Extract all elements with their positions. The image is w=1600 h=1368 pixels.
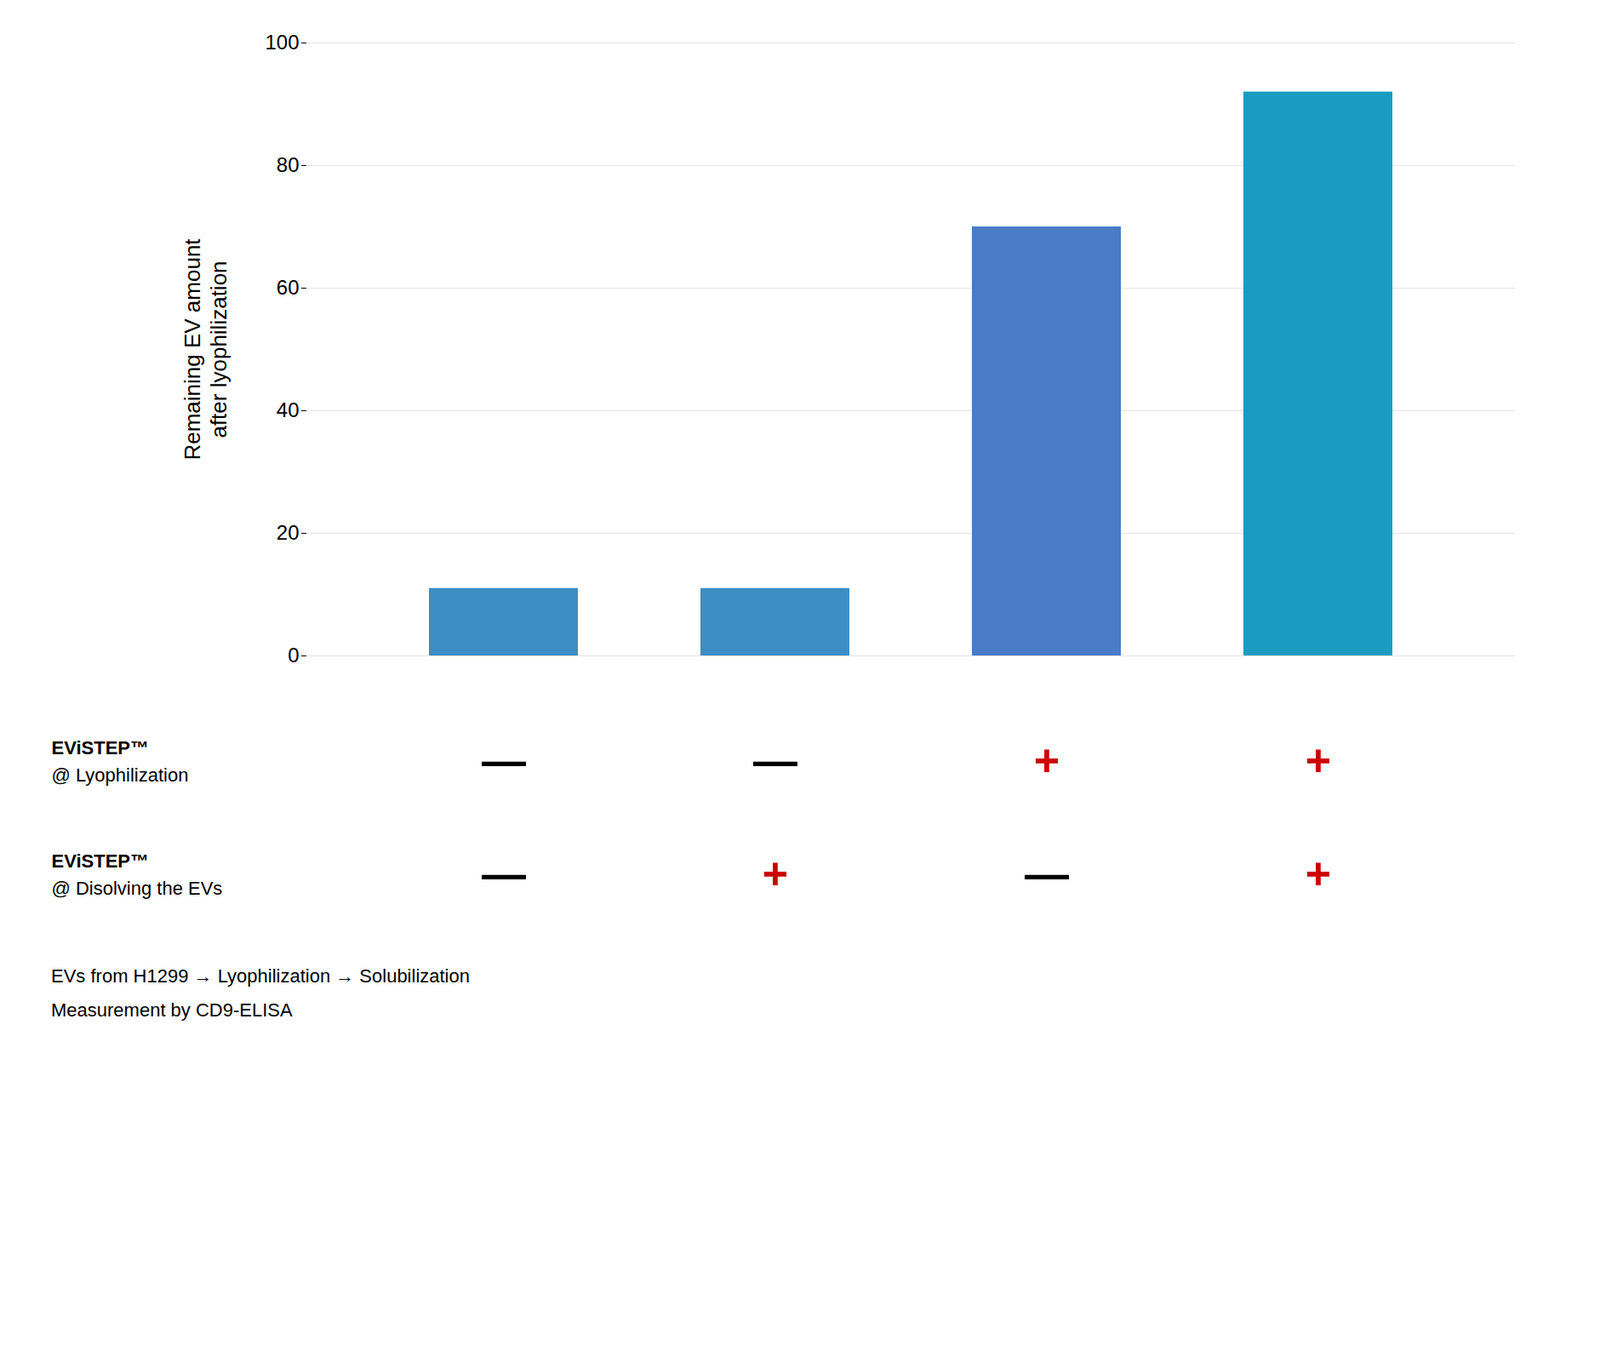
svg-text:EViSTEP™: EViSTEP™	[51, 737, 150, 759]
svg-text:+: +	[762, 848, 789, 898]
html-text:Measurement by CD9-ELISA: Measurement by CD9-ELISA	[51, 999, 293, 1021]
svg-text:—: —	[481, 848, 526, 898]
svg-text:Remaining EV amountafter lyoph: Remaining EV amountafter lyophilization	[179, 238, 232, 461]
svg-text:—: —	[753, 735, 798, 785]
svg-text:—: —	[1024, 848, 1069, 898]
svg-text:@ Lyophilization: @ Lyophilization	[51, 764, 189, 786]
svg-text:+: +	[1305, 848, 1332, 898]
html-text:EVs from H1299 → Lyophilizatio: EVs from H1299 → Lyophilization → Solubi…	[51, 965, 470, 987]
svg-text:—: —	[481, 735, 526, 785]
svg-text:80: 80	[276, 153, 300, 177]
svg-text:+: +	[1305, 735, 1332, 785]
svg-text:EViSTEP™: EViSTEP™	[51, 850, 150, 872]
svg-text:100: 100	[264, 30, 299, 54]
svg-text:60: 60	[276, 275, 300, 299]
svg-text:0: 0	[287, 643, 299, 667]
svg-text:+: +	[1034, 735, 1060, 785]
svg-text:@ Disolving the EVs: @ Disolving the EVs	[51, 877, 223, 899]
svg-text:20: 20	[276, 520, 300, 544]
svg-text:40: 40	[276, 398, 300, 422]
